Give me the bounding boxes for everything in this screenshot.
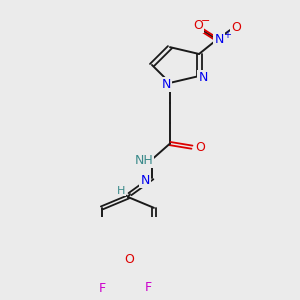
Text: F: F: [144, 281, 152, 294]
Text: O: O: [124, 254, 134, 266]
Text: N: N: [198, 71, 208, 84]
Text: N: N: [140, 174, 150, 187]
Text: O: O: [193, 19, 203, 32]
Text: −: −: [200, 16, 210, 26]
Text: N: N: [161, 78, 171, 91]
Text: +: +: [223, 30, 231, 40]
Text: O: O: [231, 21, 241, 34]
Text: F: F: [98, 282, 106, 295]
Text: H: H: [117, 185, 125, 196]
Text: O: O: [195, 141, 205, 154]
Text: NH: NH: [135, 154, 153, 167]
Text: N: N: [214, 33, 224, 46]
